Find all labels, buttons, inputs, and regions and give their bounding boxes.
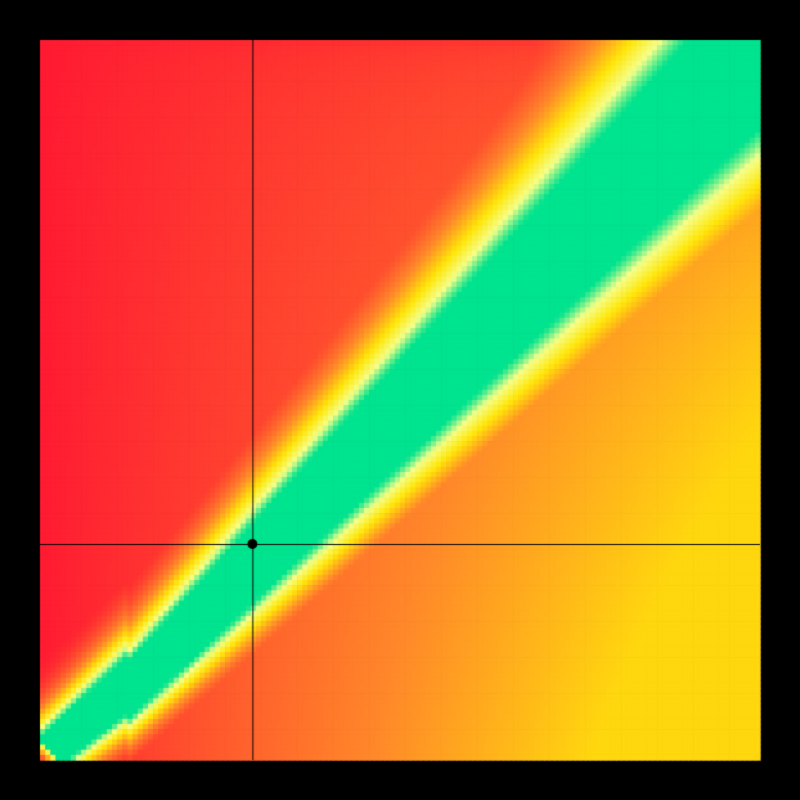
chart-frame: TheBottleneck.com bbox=[0, 0, 800, 800]
bottleneck-heatmap bbox=[0, 0, 800, 800]
